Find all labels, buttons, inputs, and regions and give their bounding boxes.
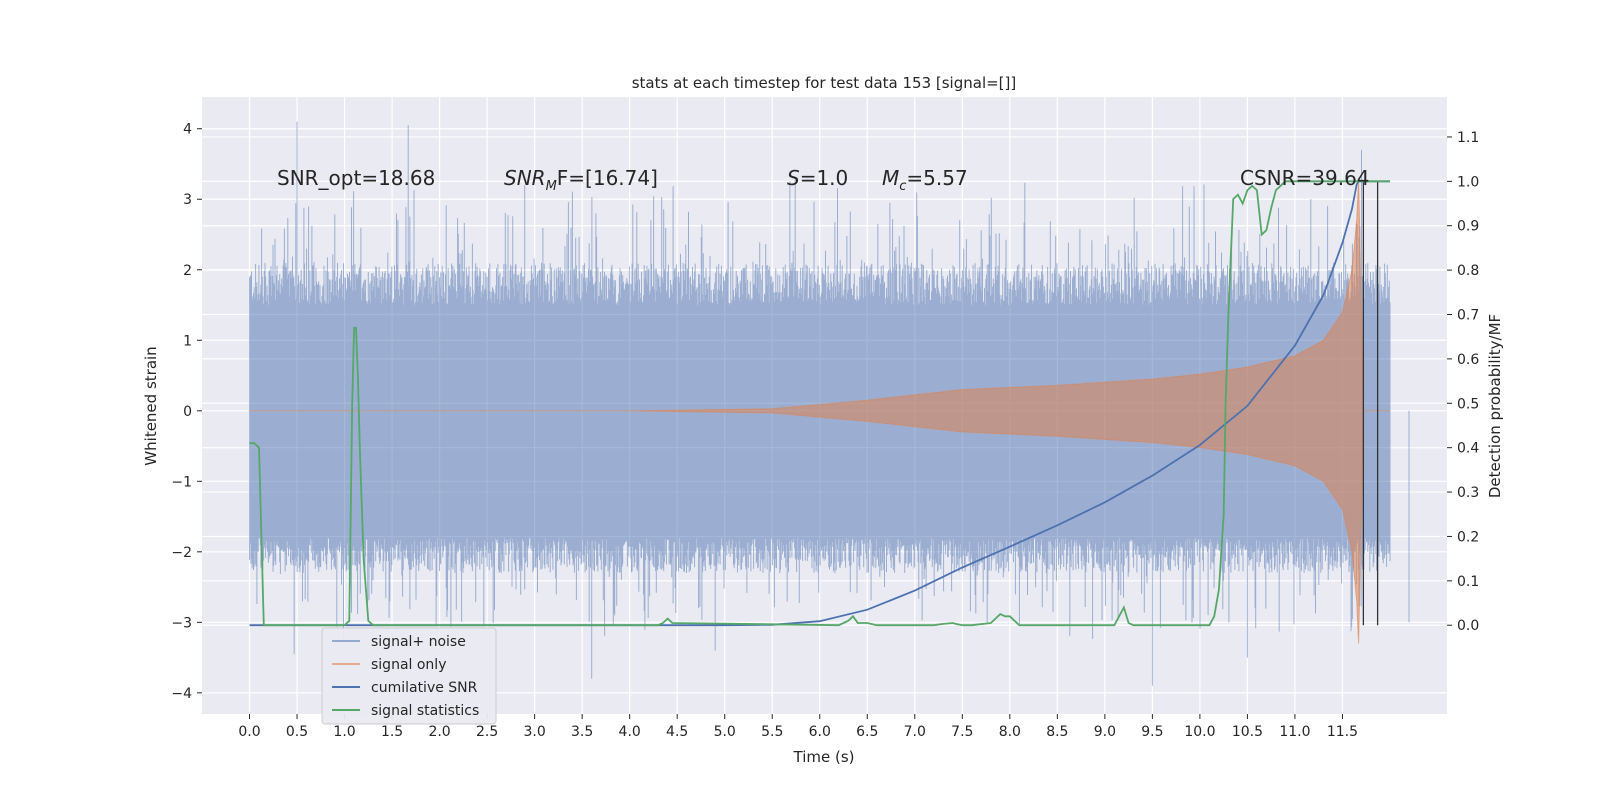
x-tick-label: 1.0 xyxy=(333,724,355,740)
annotation-mc-value: =5.57 xyxy=(906,166,967,190)
annotation-mc: Mc=5.57 xyxy=(882,166,968,194)
y-axis-label: Whitened strain xyxy=(142,346,160,465)
y-tick-label: −3 xyxy=(171,615,192,631)
x-tick-label: 0.0 xyxy=(238,724,260,740)
signal-statistics-line xyxy=(249,180,1390,627)
annotation-mc-subscript: c xyxy=(899,179,906,194)
legend-box xyxy=(321,627,497,725)
legend: signal+ noise signal only cumilative SNR… xyxy=(321,627,497,725)
right-y-tick-label: 1.0 xyxy=(1457,174,1479,190)
annotation-csnr: CSNR=39.64 xyxy=(1240,166,1370,190)
x-tick-label: 10.5 xyxy=(1232,724,1263,740)
right-y-tick-labels: 1.1 1.0 0.9 0.8 0.7 0.6 0.5 0.4 0.3 0.2 0.1 0.0 xyxy=(1447,130,1479,634)
x-tick-label: 1.5 xyxy=(381,724,403,740)
right-y-tick-label: 0.3 xyxy=(1457,485,1479,501)
annotation-s-symbol: S xyxy=(787,166,800,190)
y-tick-labels: 4 3 2 1 0 −1 −2 −3 −4 xyxy=(171,122,202,702)
legend-label-signal-noise: signal+ noise xyxy=(371,634,466,650)
y-tick-label: −1 xyxy=(171,474,192,490)
legend-label-cumulative-snr: cumilative SNR xyxy=(371,680,478,696)
y-tick-label: −2 xyxy=(171,545,192,561)
annotation-snr-mf-value: F=[16.74] xyxy=(557,166,658,190)
annotation-snr-mf-subscript: M xyxy=(546,179,557,194)
x-tick-label: 8.0 xyxy=(999,724,1021,740)
x-tick-label: 9.0 xyxy=(1094,724,1116,740)
annotation-s-value: =1.0 xyxy=(800,166,849,190)
x-tick-label: 2.5 xyxy=(476,724,498,740)
right-y-tick-label: 0.1 xyxy=(1457,574,1479,590)
x-tick-label: 11.0 xyxy=(1279,724,1310,740)
x-tick-label: 10.0 xyxy=(1184,724,1215,740)
vertical-marker-lines xyxy=(1362,181,1379,626)
x-tick-label: 7.5 xyxy=(951,724,973,740)
x-tick-label: 9.5 xyxy=(1141,724,1163,740)
x-tick-label: 8.5 xyxy=(1046,724,1068,740)
cumulative-snr-line xyxy=(249,180,1390,627)
annotation-s: S=1.0 xyxy=(787,166,848,190)
right-y-tick-label: 0.4 xyxy=(1457,441,1479,457)
x-tick-label: 4.5 xyxy=(666,724,688,740)
annotation-snr-mf: SNRMF=[16.74] xyxy=(504,166,658,194)
signal-only-trace xyxy=(249,178,1390,644)
x-tick-label: 3.0 xyxy=(524,724,546,740)
y-tick-label: 0 xyxy=(183,404,192,420)
x-tick-label: 4.0 xyxy=(619,724,641,740)
x-tick-label: 6.0 xyxy=(809,724,831,740)
right-y-tick-label: 0.8 xyxy=(1457,263,1479,279)
x-tick-label: 2.0 xyxy=(428,724,450,740)
right-y-axis-label: Detection probability/MF xyxy=(1486,314,1504,498)
y-tick-label: −4 xyxy=(171,686,192,702)
x-tick-labels: 0.0 0.5 1.0 1.5 2.0 2.5 3.0 3.5 4.0 4.5 5.0 5.5 6.0 6… xyxy=(238,714,1358,740)
x-tick-label: 0.5 xyxy=(286,724,308,740)
x-tick-label: 5.0 xyxy=(714,724,736,740)
y-tick-label: 3 xyxy=(183,192,192,208)
legend-label-signal-statistics: signal statistics xyxy=(371,703,479,719)
right-y-tick-label: 0.2 xyxy=(1457,529,1479,545)
right-y-tick-label: 0.9 xyxy=(1457,219,1479,235)
y-tick-label: 4 xyxy=(183,122,192,138)
right-y-tick-label: 0.6 xyxy=(1457,352,1479,368)
x-tick-label: 6.5 xyxy=(856,724,878,740)
x-tick-label: 7.0 xyxy=(904,724,926,740)
x-axis-label: Time (s) xyxy=(793,748,855,766)
annotation-snr-mf-symbol: SNR xyxy=(504,166,546,190)
series-lines xyxy=(249,180,1390,627)
series-signal-only xyxy=(249,178,1390,644)
y-tick-label: 2 xyxy=(183,263,192,279)
x-tick-label: 3.5 xyxy=(571,724,593,740)
right-y-tick-label: 0.0 xyxy=(1457,618,1479,634)
right-y-tick-label: 0.7 xyxy=(1457,308,1479,324)
legend-label-signal-only: signal only xyxy=(371,657,446,673)
annotation-mc-symbol: M xyxy=(882,166,899,190)
y-tick-label: 1 xyxy=(183,333,192,349)
right-y-tick-label: 0.5 xyxy=(1457,396,1479,412)
right-y-tick-label: 1.1 xyxy=(1457,130,1479,146)
chart-title: stats at each timestep for test data 153… xyxy=(632,74,1017,92)
annotation-snr-opt: SNR_opt=18.68 xyxy=(277,166,435,190)
x-tick-label: 11.5 xyxy=(1327,724,1358,740)
x-tick-label: 5.5 xyxy=(761,724,783,740)
